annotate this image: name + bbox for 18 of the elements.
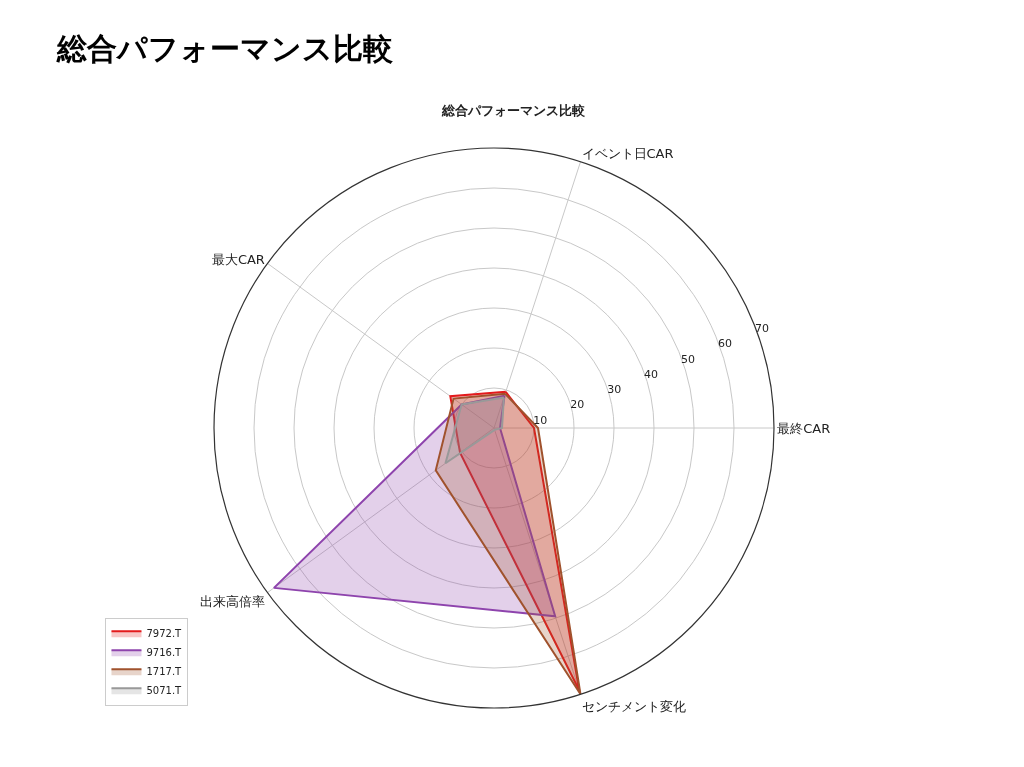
spoke-label: センチメント変化: [581, 699, 686, 715]
spoke-label: 出来高倍率: [199, 593, 265, 609]
y-tick-label: 10: [533, 413, 548, 427]
y-tick-label: 30: [607, 383, 622, 397]
y-tick-label: 50: [681, 352, 696, 366]
legend-label: 1717.T: [146, 666, 183, 678]
legend-label: 5071.T: [146, 685, 183, 697]
y-tick-label: 60: [718, 337, 733, 351]
legend-label: 9716.T: [146, 647, 183, 659]
spoke-label: 最終CAR: [777, 420, 831, 436]
spoke-label: イベント日CAR: [581, 145, 674, 161]
y-tick-label: 20: [570, 398, 585, 412]
chart-title: 総合パフォーマンス比較: [56, 30, 393, 66]
y-tick-label: 40: [644, 367, 659, 381]
spoke-label: 最大CAR: [211, 251, 265, 267]
y-tick-label: 70: [754, 321, 769, 335]
legend-label: 7972.T: [146, 628, 183, 640]
chart-subtitle: 総合パフォーマンス比較: [441, 103, 586, 118]
